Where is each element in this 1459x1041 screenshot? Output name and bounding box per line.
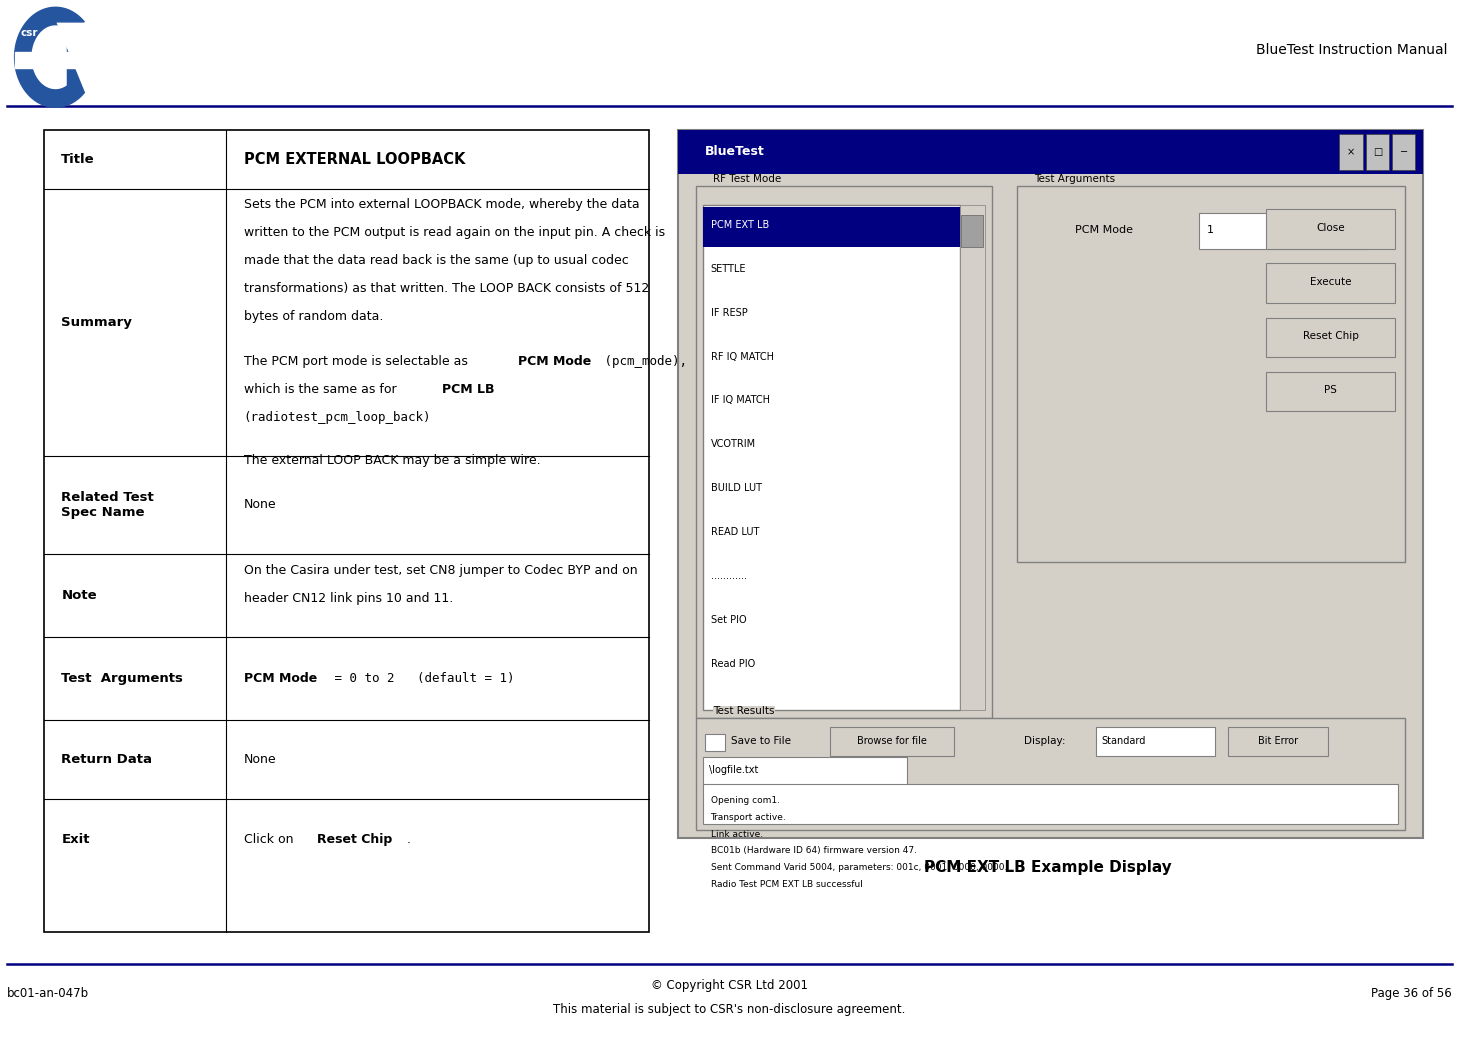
Text: © Copyright CSR Ltd 2001: © Copyright CSR Ltd 2001: [651, 980, 808, 992]
Bar: [703, 784, 1398, 824]
Text: Bit Error: Bit Error: [1258, 736, 1299, 746]
Text: Transport active.: Transport active.: [711, 813, 786, 822]
Bar: [1266, 209, 1395, 249]
Text: PCM Mode: PCM Mode: [244, 672, 317, 685]
Text: \logfile.txt: \logfile.txt: [709, 765, 759, 776]
Bar: [1366, 134, 1389, 170]
Bar: [1199, 213, 1367, 249]
Text: RF IQ MATCH: RF IQ MATCH: [711, 352, 773, 361]
Text: Radio Test PCM EXT LB successful: Radio Test PCM EXT LB successful: [711, 880, 862, 889]
Text: Summary: Summary: [61, 316, 133, 329]
Bar: [703, 207, 960, 247]
Bar: [1339, 134, 1363, 170]
Bar: [696, 186, 992, 718]
Bar: [1266, 263, 1395, 303]
Text: csr: csr: [20, 28, 38, 39]
Bar: [961, 215, 983, 247]
Text: Test Arguments: Test Arguments: [1034, 174, 1116, 184]
Text: Note: Note: [61, 589, 96, 602]
Bar: [830, 727, 954, 756]
Bar: [696, 718, 1405, 830]
Bar: [703, 757, 907, 785]
Text: Execute: Execute: [1310, 277, 1351, 287]
Text: Browse for file: Browse for file: [856, 736, 926, 746]
Text: made that the data read back is the same (up to usual codec: made that the data read back is the same…: [244, 254, 629, 266]
Text: ×: ×: [1347, 147, 1355, 157]
Text: PCM EXTERNAL LOOPBACK: PCM EXTERNAL LOOPBACK: [244, 152, 465, 168]
Text: Reset Chip: Reset Chip: [1303, 331, 1358, 341]
Polygon shape: [32, 26, 66, 88]
Polygon shape: [15, 52, 96, 68]
Text: BC01b (Hardware ID 64) firmware version 47.: BC01b (Hardware ID 64) firmware version …: [711, 846, 916, 856]
Bar: [1392, 134, 1415, 170]
Text: Return Data: Return Data: [61, 754, 152, 766]
Text: Exit: Exit: [61, 833, 90, 846]
Text: IF RESP: IF RESP: [711, 308, 747, 318]
Bar: [44, 130, 649, 932]
Text: Display:: Display:: [1024, 736, 1065, 746]
Text: transformations) as that written. The LOOP BACK consists of 512: transformations) as that written. The LO…: [244, 282, 649, 295]
Bar: [1266, 372, 1395, 411]
Bar: [1266, 318, 1395, 357]
Text: 1: 1: [1207, 225, 1214, 235]
Text: = 0 to 2   (default = 1): = 0 to 2 (default = 1): [327, 672, 515, 685]
Bar: [960, 205, 985, 710]
Text: which is the same as for: which is the same as for: [244, 383, 400, 397]
Text: Standard: Standard: [1102, 736, 1145, 746]
Text: SETTLE: SETTLE: [711, 263, 746, 274]
Bar: [703, 205, 960, 710]
Text: Page 36 of 56: Page 36 of 56: [1371, 987, 1452, 999]
Text: The external LOOP BACK may be a simple wire.: The external LOOP BACK may be a simple w…: [244, 454, 540, 466]
Text: The PCM port mode is selectable as: The PCM port mode is selectable as: [244, 355, 471, 369]
Text: Close: Close: [1316, 223, 1345, 233]
Text: PCM Mode: PCM Mode: [1075, 225, 1134, 235]
Text: Save to File: Save to File: [731, 736, 791, 746]
Text: written to the PCM output is read again on the input pin. A check is: written to the PCM output is read again …: [244, 226, 665, 238]
Text: Related Test
Spec Name: Related Test Spec Name: [61, 491, 155, 518]
Text: bc01-an-047b: bc01-an-047b: [7, 987, 89, 999]
Text: VCOTRIM: VCOTRIM: [711, 439, 756, 450]
Text: Reset Chip: Reset Chip: [317, 833, 392, 846]
Text: RF Test Mode: RF Test Mode: [713, 174, 782, 184]
Text: Sets the PCM into external LOOPBACK mode, whereby the data: Sets the PCM into external LOOPBACK mode…: [244, 198, 639, 210]
Text: Test  Arguments: Test Arguments: [61, 672, 184, 685]
Bar: [678, 130, 1423, 838]
Bar: [678, 130, 1423, 174]
Text: Set PIO: Set PIO: [711, 615, 746, 625]
Bar: [1228, 727, 1328, 756]
Text: PCM EXT LB: PCM EXT LB: [711, 220, 769, 230]
Polygon shape: [15, 7, 85, 107]
Text: BlueTest Instruction Manual: BlueTest Instruction Manual: [1256, 43, 1447, 57]
Text: PCM Mode: PCM Mode: [518, 355, 591, 369]
Text: PS: PS: [1325, 385, 1336, 396]
Text: PCM LB: PCM LB: [442, 383, 495, 397]
Text: (pcm_mode),: (pcm_mode),: [597, 355, 687, 369]
Text: Link active.: Link active.: [711, 830, 763, 839]
Text: BlueTest: BlueTest: [705, 146, 765, 158]
Bar: [1096, 727, 1215, 756]
Text: None: None: [244, 754, 276, 766]
Text: Sent Command Varid 5004, parameters: 001c, 0001, 0000, 0000.: Sent Command Varid 5004, parameters: 001…: [711, 863, 1007, 872]
Text: READ LUT: READ LUT: [711, 527, 759, 537]
Text: .: .: [407, 833, 411, 846]
Text: None: None: [244, 499, 276, 511]
Text: □: □: [1373, 147, 1382, 157]
Text: On the Casira under test, set CN8 jumper to Codec BYP and on: On the Casira under test, set CN8 jumper…: [244, 564, 638, 577]
Text: Click on: Click on: [244, 833, 298, 846]
Text: ............: ............: [711, 572, 747, 581]
Text: BUILD LUT: BUILD LUT: [711, 483, 762, 493]
Text: (radiotest_pcm_loop_back): (radiotest_pcm_loop_back): [244, 411, 432, 425]
Bar: [1017, 186, 1405, 562]
Text: PCM EXT LB Example Display: PCM EXT LB Example Display: [924, 860, 1172, 874]
Text: Opening com1.: Opening com1.: [711, 796, 779, 806]
Text: bytes of random data.: bytes of random data.: [244, 310, 384, 323]
Text: Test Results: Test Results: [713, 706, 775, 716]
Bar: [705, 734, 725, 751]
Text: IF IQ MATCH: IF IQ MATCH: [711, 396, 769, 405]
Text: Title: Title: [61, 153, 95, 167]
Text: This material is subject to CSR's non-disclosure agreement.: This material is subject to CSR's non-di…: [553, 1004, 906, 1016]
Text: Read PIO: Read PIO: [711, 659, 754, 669]
Text: header CN12 link pins 10 and 11.: header CN12 link pins 10 and 11.: [244, 592, 452, 605]
Text: −: −: [1399, 147, 1408, 157]
